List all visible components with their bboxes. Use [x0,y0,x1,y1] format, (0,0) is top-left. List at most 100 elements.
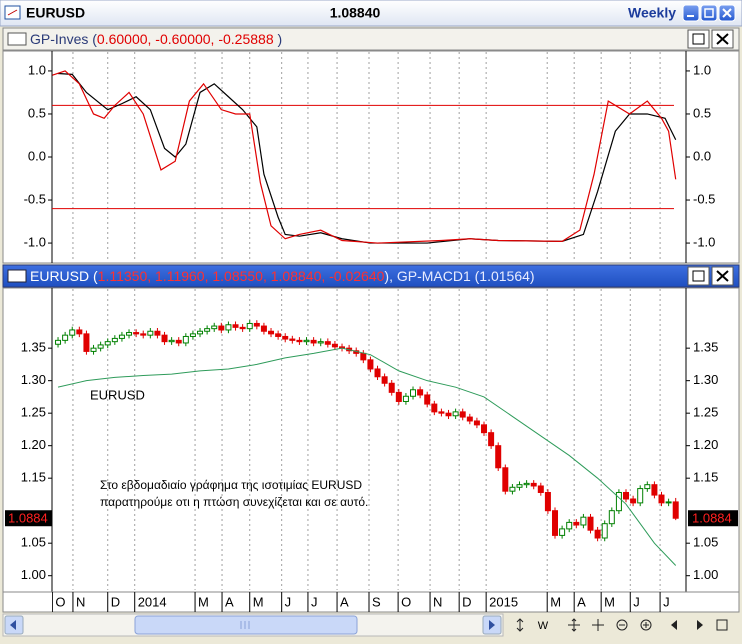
candle-body [303,339,310,343]
panel-header [2,27,740,51]
indicator-name: GP-Inves ( [30,31,97,47]
candle-body [374,368,381,378]
window-price: 1.08840 [330,5,381,21]
x-tick-label: J [633,594,640,609]
candle-body [118,334,125,339]
x-tick-label: D [462,594,471,609]
candle-body [402,395,409,402]
candle-body [481,424,488,434]
candle-body [204,328,211,332]
candle-body [537,485,544,493]
candle-body [147,330,154,336]
panel-maximize[interactable] [687,266,710,286]
panel-maximize[interactable] [687,29,710,49]
panel-icon [7,32,27,46]
tool-weekly[interactable]: W [538,620,549,632]
candle-body [225,324,232,331]
candle-body [367,359,374,370]
tool-back[interactable] [671,620,677,630]
x-tick-label: N [76,594,85,609]
candle-body [466,416,473,422]
candle-body [601,523,608,539]
tool-zoom-out[interactable] [616,619,628,631]
maximize-button[interactable] [700,4,718,22]
x-tick-label: M [604,594,615,609]
candle-body [317,341,324,344]
tool-window[interactable] [716,619,728,631]
price-box [688,510,738,527]
minimize-button[interactable] [682,4,700,22]
x-tick-label: S [372,594,381,609]
x-tick-label: J [311,594,318,609]
candle-body [644,484,651,490]
y-tick-label: -0.5 [24,191,46,206]
close-icon [722,8,732,18]
x-tick-label: A [225,594,234,609]
title-bar [0,0,742,27]
candle-body [55,339,62,345]
y-tick-label: 0.5 [693,105,711,120]
candle-body [154,330,161,336]
candle-body [488,432,495,447]
x-axis-band [2,591,740,613]
candle-body [211,325,218,330]
scroll-thumb[interactable] [134,615,358,635]
candle-body [253,322,260,327]
symbol-name: EURUSD ( [30,268,98,284]
tool-zoom-in[interactable] [640,619,652,631]
candle-body [395,391,402,402]
candle-body [637,488,644,504]
annotation: παρατηρούμε οτι η πτώση συνεχίζεται και … [100,495,368,509]
y-tick-label: 1.05 [21,535,46,550]
tool-zoom-in-icon [643,622,649,628]
candle-body [182,335,189,344]
candle-body [83,333,90,352]
scroll-left-icon [10,620,16,630]
candle-body [587,516,594,531]
candle-body [189,333,196,337]
candle-body [523,482,530,486]
panel-close-icon [716,270,729,282]
indicator-close: ) [274,31,283,47]
panel-header-text: EURUSD (1.11350, 1.11960, 1.08550, 1.088… [30,268,535,284]
candle-body [289,338,296,341]
candle-body [630,498,637,504]
candle-body [516,484,523,488]
candle-body [76,329,83,335]
candle-body [97,344,104,349]
candle-body [459,411,466,418]
scroll-grip [240,621,250,629]
candle-body [615,491,622,512]
tool-forward[interactable] [697,620,703,630]
indicator-line [57,72,677,244]
y-tick-label: 1.00 [21,567,46,582]
panel-body [2,50,740,264]
tool-autoscale[interactable] [516,618,524,632]
panel-icon [7,269,27,283]
candle-body [410,389,417,397]
maximize-icon [704,8,714,18]
candle-body [331,343,338,348]
x-tick-label: O [55,594,65,609]
panel-body [2,287,740,593]
candle-body [623,491,630,500]
y-tick-label: 1.20 [693,437,718,452]
candle-body [246,322,253,330]
x-tick-label: J [663,594,670,609]
y-tick-label: 1.25 [21,405,46,420]
x-tick-label: M [198,594,209,609]
candle-body [431,403,438,413]
candle-body [133,332,140,335]
ohlc-values: 1.11350, 1.11960, 1.08550, 1.08840, -0.0… [98,268,385,284]
candle-body [69,329,76,336]
candle-body [324,341,331,345]
tool-crosshair[interactable] [592,619,604,631]
toolbar: W [516,618,728,632]
candle-body [360,352,367,361]
candles [55,320,679,542]
candle-body [104,341,111,346]
candle-body [566,521,573,530]
window-buttons [682,4,736,22]
candle-body [580,516,587,526]
tool-move[interactable] [568,618,580,632]
